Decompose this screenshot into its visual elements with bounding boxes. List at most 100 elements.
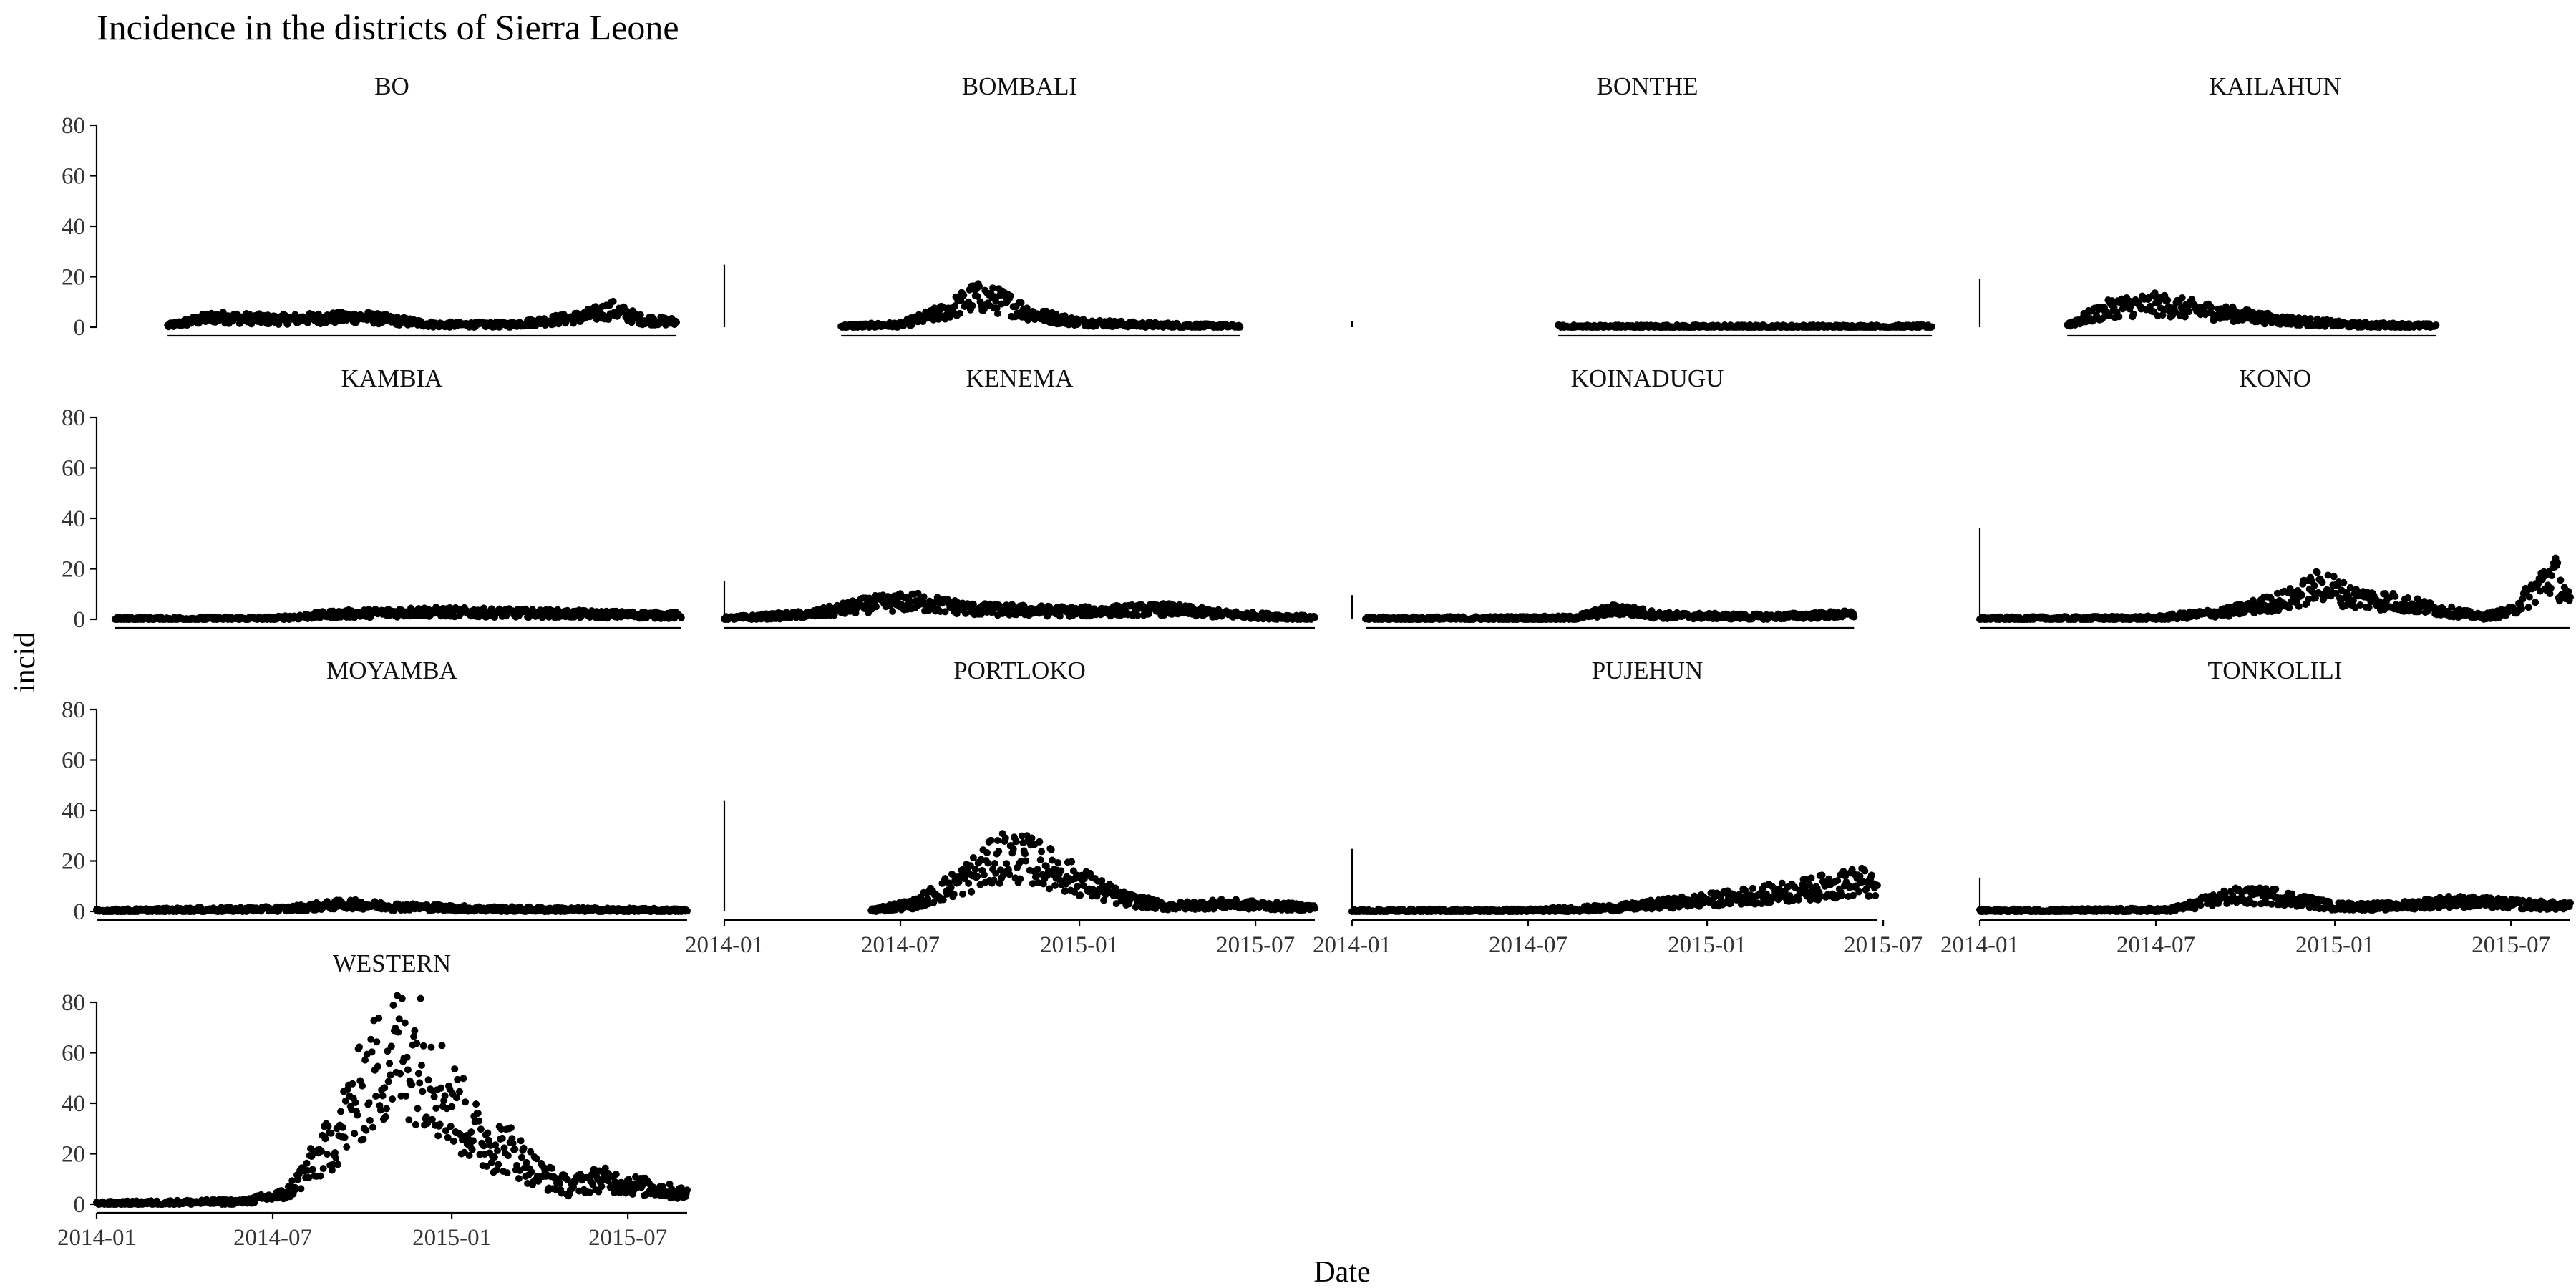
data-point: [959, 890, 966, 898]
y-tick-label: 20: [62, 557, 85, 583]
data-point: [2178, 294, 2186, 301]
data-point: [2310, 581, 2318, 589]
data-point: [2557, 576, 2565, 584]
y-tick-label: 40: [62, 798, 85, 824]
data-point: [1068, 858, 1076, 866]
data-point: [1036, 856, 1044, 864]
data-point: [1001, 834, 1009, 842]
data-point: [947, 883, 955, 891]
data-point: [993, 837, 1001, 844]
data-point: [969, 600, 977, 608]
data-point: [993, 310, 1001, 317]
data-point: [920, 593, 928, 601]
data-point: [873, 603, 880, 611]
data-point: [2532, 599, 2539, 606]
strip-label: KAMBIA: [341, 364, 444, 392]
data-point: [973, 873, 981, 881]
strip-label: BO: [374, 72, 409, 100]
data-point: [969, 854, 977, 861]
y-axis-label: incid: [9, 632, 42, 692]
data-point: [1028, 834, 1036, 842]
data-point: [2432, 321, 2440, 329]
data-point: [973, 292, 981, 300]
chart-title: Incidence in the districts of Sierra Leo…: [97, 7, 679, 47]
y-tick-label: 80: [62, 113, 85, 139]
data-point: [2518, 605, 2525, 613]
y-tick-label: 60: [62, 748, 85, 774]
panel-koinadugu: KOINADUGU: [1351, 364, 1858, 629]
data-point: [2547, 584, 2555, 592]
data-point: [609, 297, 617, 305]
data-point: [889, 607, 897, 615]
data-point: [1076, 891, 1084, 899]
data-point: [993, 304, 1001, 312]
strip-label: KONO: [2239, 364, 2311, 392]
strip-label: KOINADUGU: [1571, 364, 1724, 392]
strip-label: BONTHE: [1597, 72, 1698, 100]
data-point: [968, 888, 976, 896]
data-point: [2129, 310, 2137, 318]
data-point: [962, 609, 970, 617]
y-tick-label: 60: [62, 456, 85, 482]
data-point: [1034, 866, 1041, 873]
data-point: [570, 319, 577, 327]
data-point: [1012, 838, 1020, 846]
data-point: [636, 311, 644, 319]
data-point: [2548, 572, 2556, 580]
data-point: [976, 283, 983, 290]
panel-kenema: KENEMA: [721, 364, 1318, 629]
data-point: [2525, 593, 2533, 601]
data-point: [1311, 614, 1318, 621]
data-point: [1017, 299, 1025, 306]
data-point: [1057, 867, 1065, 875]
data-point: [677, 614, 685, 621]
y-tick-label: 0: [74, 315, 86, 341]
data-point: [2318, 578, 2326, 586]
data-point: [989, 284, 997, 292]
data-point: [980, 871, 988, 878]
data-point: [950, 890, 958, 898]
y-tick-label: 60: [62, 164, 85, 190]
y-tick-label: 0: [74, 607, 86, 633]
data-point: [830, 611, 838, 619]
data-point: [995, 848, 1003, 855]
data-point: [2295, 602, 2303, 610]
y-tick-label: 40: [62, 506, 85, 532]
data-point: [2313, 568, 2321, 576]
data-point: [2404, 594, 2411, 601]
y-tick-label: 80: [62, 697, 85, 723]
data-point: [906, 599, 914, 606]
data-point: [1006, 292, 1014, 300]
data-point: [2298, 591, 2305, 599]
data-point: [968, 301, 976, 309]
y-tick-label: 20: [62, 265, 85, 291]
data-point: [965, 879, 973, 887]
x-tick-label: 2015-07: [1216, 932, 1295, 958]
data-point: [1056, 612, 1064, 620]
data-point: [1047, 846, 1055, 853]
panel-bombali: BOMBALI: [723, 72, 1244, 337]
data-point: [987, 836, 995, 844]
data-point: [2164, 296, 2172, 304]
panel-kailahun: KAILAHUN: [1978, 72, 2440, 337]
data-point: [960, 291, 968, 299]
data-point: [1236, 324, 1244, 331]
data-point: [1928, 323, 1935, 331]
panel-kono: KONO: [1976, 364, 2574, 629]
data-point: [2330, 573, 2338, 581]
data-point: [1038, 848, 1046, 856]
data-point: [1016, 875, 1024, 883]
data-point: [991, 860, 998, 867]
facet-panels: BO 0 20 40 60 80 BOMBALI BONTHE KAILAHUN KAMBIA 0 2…: [57, 72, 2574, 1251]
x-tick-label: 2014-07: [861, 932, 940, 958]
y-tick-label: 20: [62, 849, 85, 875]
strip-label: KENEMA: [966, 364, 1074, 392]
x-tick-label: 2015-01: [1040, 932, 1119, 958]
data-point: [1021, 850, 1029, 858]
strip-label: PORTLOKO: [953, 657, 1086, 684]
